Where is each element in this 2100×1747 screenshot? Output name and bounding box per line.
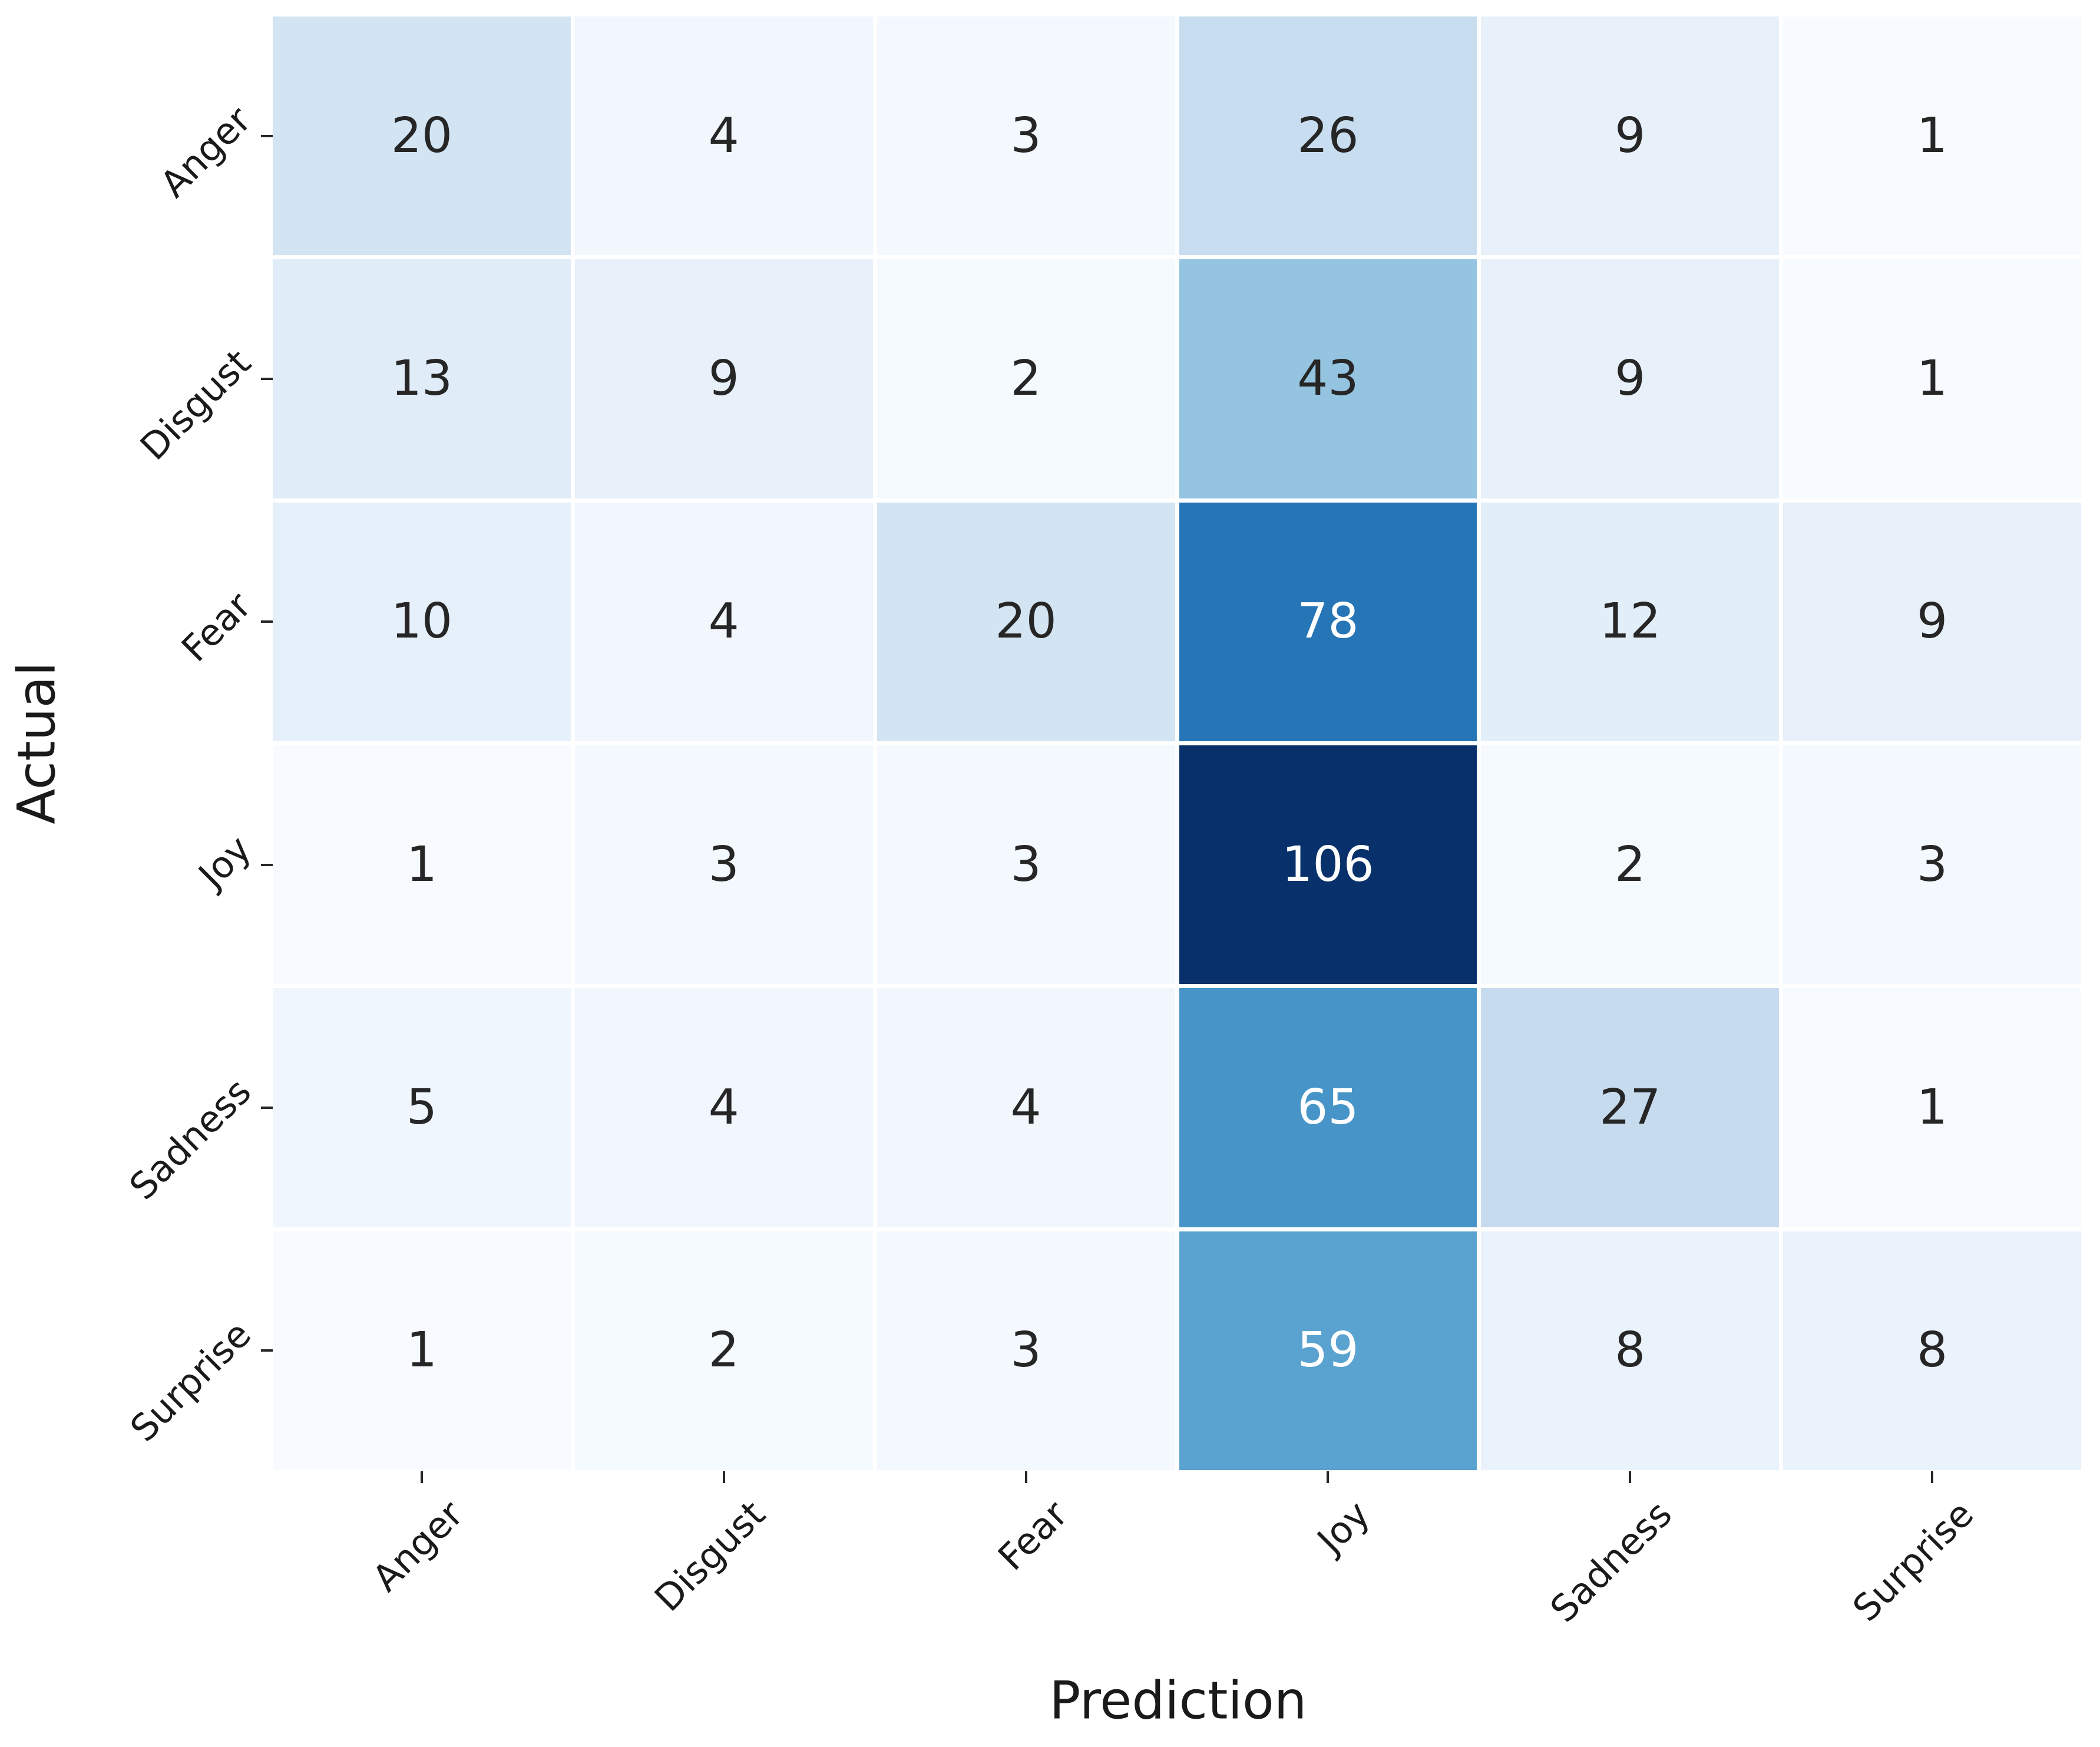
y-tick-label-anger: Anger [152,98,260,206]
heatmap-cell-r3c2: 4 [574,502,873,741]
heatmap-cell-r6c3: 3 [877,1231,1175,1470]
y-tick [261,1349,273,1352]
y-tick [261,620,273,623]
heatmap-cell-r3c6: 9 [1783,502,2081,741]
heatmap-cell-r3c4: 78 [1179,502,1477,741]
heatmap-cell-r5c2: 4 [574,988,873,1227]
heatmap-cell-r4c4: 106 [1179,745,1477,985]
heatmap-cell-r5c3: 4 [877,988,1175,1227]
heatmap-cell-r6c2: 2 [574,1231,873,1470]
y-tick-label-sadness: Sadness [121,1069,260,1208]
heatmap-cell-r2c3: 2 [877,259,1175,498]
heatmap-cell-r6c4: 59 [1179,1231,1477,1470]
heatmap-cell-r5c4: 65 [1179,988,1477,1227]
x-tick [420,1471,423,1483]
x-tick [722,1471,725,1483]
heatmap-cell-r1c1: 20 [273,16,571,256]
y-tick-label-disgust: Disgust [132,341,260,468]
heatmap-cell-r6c1: 1 [273,1231,571,1470]
y-tick-label-joy: Joy [190,827,260,896]
heatmap-cell-r1c5: 9 [1481,16,1780,256]
heatmap-cell-r2c5: 9 [1481,259,1780,498]
heatmap-cell-r4c2: 3 [574,745,873,985]
heatmap-cell-r1c6: 1 [1783,16,2081,256]
y-tick [261,134,273,137]
heatmap-cell-r5c6: 1 [1783,988,2081,1227]
heatmap-cell-r2c1: 13 [273,259,571,498]
y-axis-title: Actual [6,662,67,824]
heatmap-cell-r5c1: 5 [273,988,571,1227]
heatmap-cell-r6c6: 8 [1783,1231,2081,1470]
x-tick-label-fear: Fear [989,1492,1076,1579]
heatmap-cell-r4c6: 3 [1783,745,2081,985]
x-tick-label-sadness: Sadness [1542,1492,1680,1631]
x-tick [1024,1471,1027,1483]
heatmap-cell-r4c5: 2 [1481,745,1780,985]
heatmap-cell-r3c3: 20 [877,502,1175,741]
x-axis-title: Prediction [1049,1670,1307,1731]
x-tick [1327,1471,1330,1483]
x-tick-label-disgust: Disgust [646,1492,774,1620]
x-tick-label-joy: Joy [1308,1492,1378,1562]
heatmap-cell-r1c3: 3 [877,16,1175,256]
x-tick [1629,1471,1632,1483]
heatmap-cell-r6c5: 8 [1481,1231,1780,1470]
heatmap-grid: 20 4 3 26 9 1 13 9 2 43 9 1 10 4 20 78 12 9 1 3 3 106 2 3 5 4 4 65 2… [273,16,2081,1470]
heatmap-cell-r2c4: 43 [1179,259,1477,498]
y-tick [261,378,273,380]
heatmap-cell-r3c5: 12 [1481,502,1780,741]
heatmap-cell-r3c1: 10 [273,502,571,741]
y-tick [261,863,273,866]
y-tick-label-fear: Fear [173,584,260,671]
heatmap-cell-r4c1: 1 [273,745,571,985]
heatmap-cell-r2c2: 9 [574,259,873,498]
x-tick-label-surprise: Surprise [1844,1492,1982,1630]
heatmap-cell-r1c2: 4 [574,16,873,256]
x-tick [1931,1471,1934,1483]
heatmap-cell-r2c6: 1 [1783,259,2081,498]
x-tick-label-anger: Anger [364,1492,472,1600]
heatmap-cell-r4c3: 3 [877,745,1175,985]
heatmap-cell-r5c5: 27 [1481,988,1780,1227]
y-tick [261,1107,273,1109]
heatmap-cell-r1c4: 26 [1179,16,1477,256]
y-tick-label-surprise: Surprise [122,1313,260,1451]
